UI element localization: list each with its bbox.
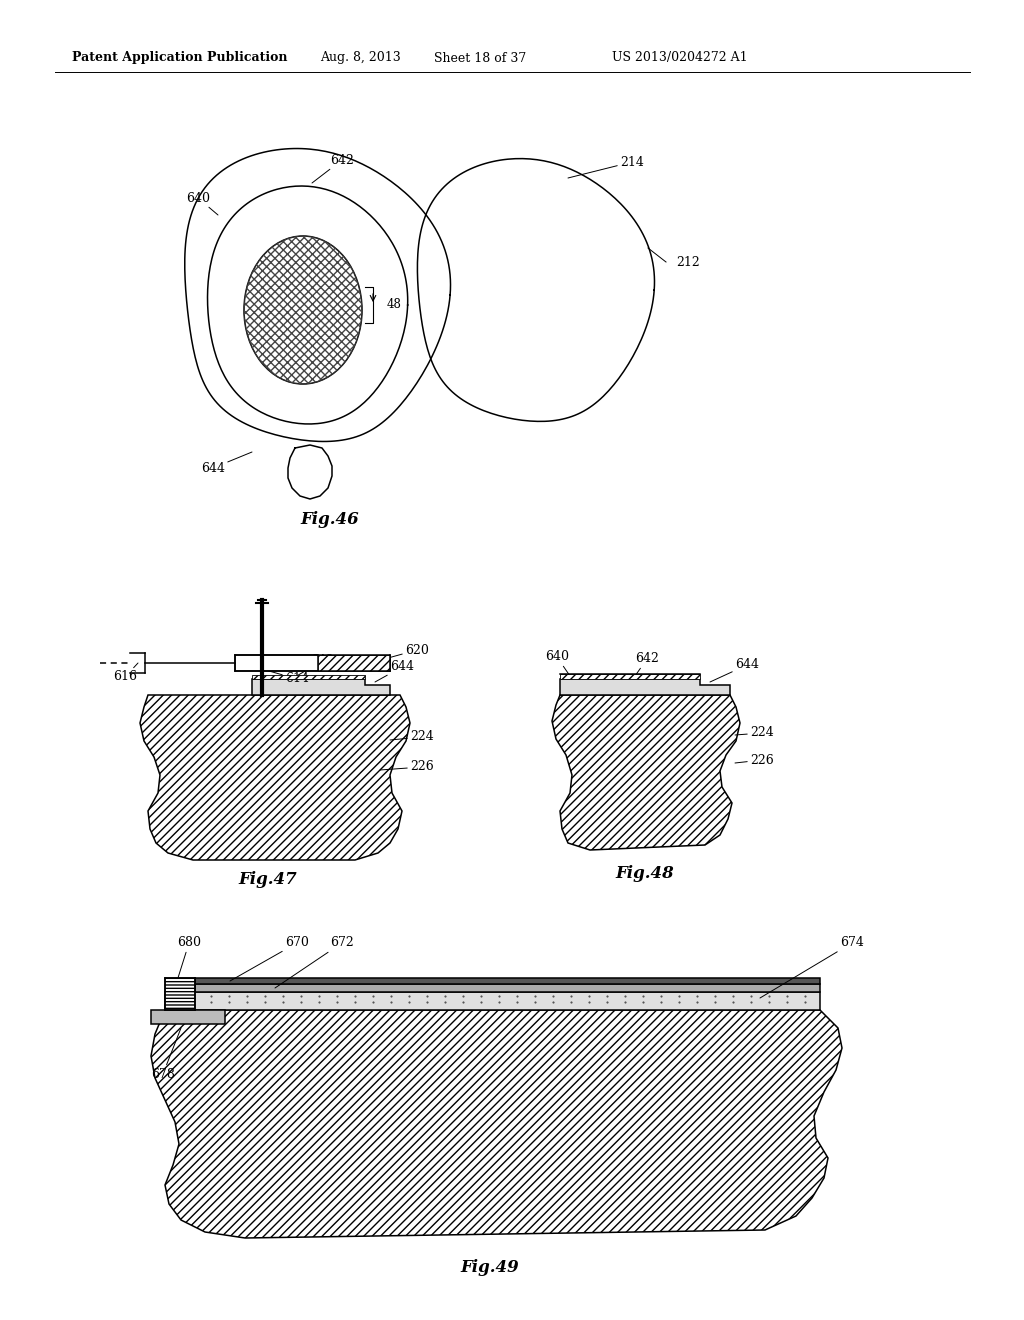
Text: Fig.48: Fig.48	[615, 865, 675, 882]
Text: 224: 224	[735, 726, 774, 739]
Text: 640: 640	[186, 191, 218, 215]
Polygon shape	[560, 675, 700, 678]
Polygon shape	[195, 978, 820, 983]
Text: 640: 640	[545, 651, 570, 676]
Ellipse shape	[244, 236, 362, 384]
Text: 644: 644	[375, 660, 414, 682]
Text: Fig.49: Fig.49	[461, 1259, 519, 1276]
Text: 642: 642	[312, 153, 354, 183]
Text: 224: 224	[390, 730, 434, 743]
Text: Fig.46: Fig.46	[301, 511, 359, 528]
Text: Sheet 18 of 37: Sheet 18 of 37	[434, 51, 526, 65]
Text: 680: 680	[177, 936, 201, 981]
Polygon shape	[318, 655, 390, 671]
Polygon shape	[184, 149, 451, 441]
Text: 48: 48	[387, 298, 401, 312]
Text: 620: 620	[370, 644, 429, 663]
Polygon shape	[140, 696, 410, 861]
Text: 672: 672	[275, 936, 353, 987]
Polygon shape	[151, 1010, 225, 1024]
Polygon shape	[151, 1010, 842, 1238]
Polygon shape	[195, 983, 820, 993]
Polygon shape	[234, 655, 318, 671]
Text: 226: 226	[735, 754, 774, 767]
Text: 678: 678	[151, 1028, 181, 1081]
Polygon shape	[288, 445, 332, 499]
Text: Patent Application Publication: Patent Application Publication	[73, 51, 288, 65]
Polygon shape	[165, 978, 195, 1010]
Text: US 2013/0204272 A1: US 2013/0204272 A1	[612, 51, 748, 65]
Text: 226: 226	[380, 760, 434, 774]
Polygon shape	[418, 158, 654, 421]
Text: 674: 674	[760, 936, 864, 998]
Polygon shape	[252, 678, 390, 696]
Polygon shape	[552, 696, 740, 850]
Text: 642: 642	[635, 652, 658, 676]
Text: 616: 616	[113, 663, 138, 684]
Polygon shape	[208, 186, 408, 424]
Polygon shape	[252, 675, 365, 678]
Polygon shape	[165, 993, 820, 1010]
Text: 642: 642	[295, 655, 334, 677]
Text: 214: 214	[568, 156, 644, 178]
Text: 614: 614	[262, 669, 309, 685]
Text: 644: 644	[201, 451, 252, 474]
Text: Fig.47: Fig.47	[239, 871, 297, 888]
Text: 644: 644	[710, 659, 759, 682]
Text: 212: 212	[676, 256, 699, 268]
Text: 670: 670	[230, 936, 309, 981]
Text: 48: 48	[302, 342, 317, 355]
Text: Aug. 8, 2013: Aug. 8, 2013	[319, 51, 400, 65]
Polygon shape	[560, 678, 730, 696]
